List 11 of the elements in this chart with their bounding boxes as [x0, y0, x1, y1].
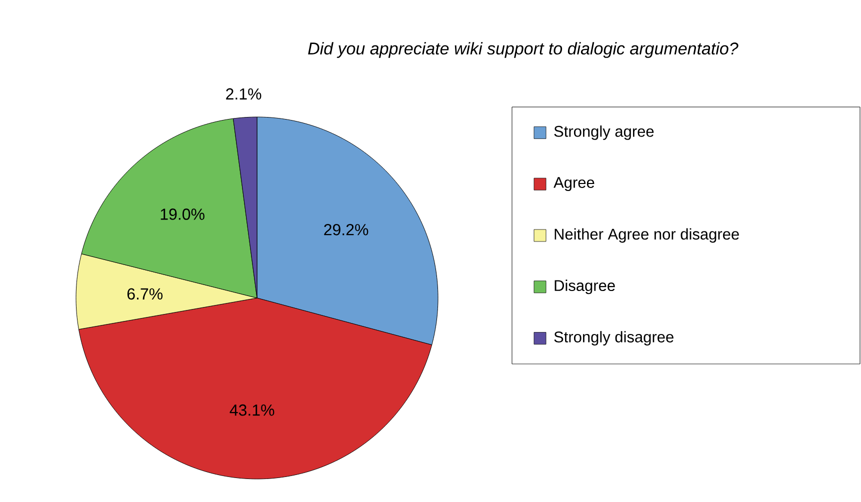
chart-title: Did you appreciate wiki support to dialogic argumentatio?	[308, 42, 738, 58]
legend-label: Disagree	[554, 280, 615, 294]
legend-label: Neither Agree nor disagree	[554, 228, 739, 243]
data-label: 43.1%	[230, 404, 274, 416]
data-label: 2.1%	[226, 88, 262, 100]
data-label: 6.7%	[127, 288, 163, 300]
legend-label: Agree	[554, 177, 594, 192]
data-label: 29.2%	[324, 224, 368, 236]
data-label: 19.0%	[160, 208, 204, 220]
legend-label: Strongly disagree	[554, 331, 674, 346]
legend-label: Strongly agree	[554, 125, 654, 140]
